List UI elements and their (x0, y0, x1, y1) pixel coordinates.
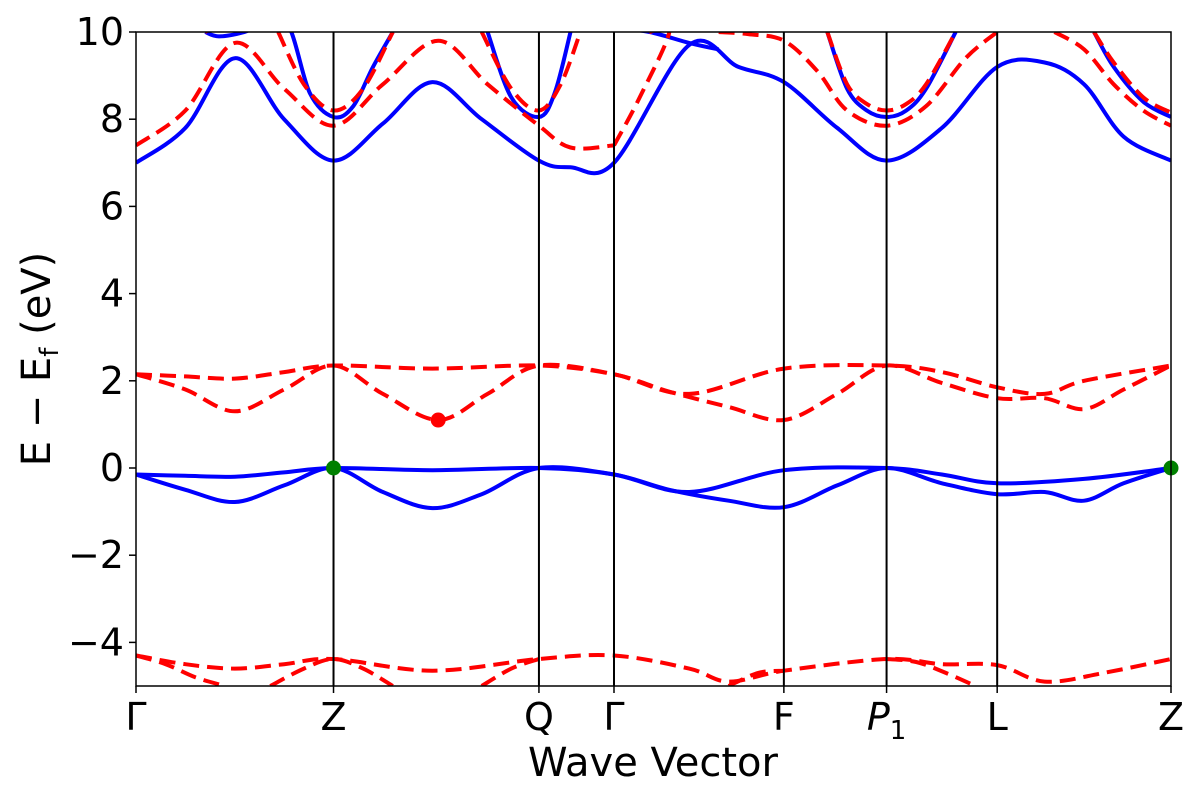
x-tick-label: Γ (125, 695, 146, 739)
x-axis-ticks: Γ Z Q Γ F P1 L Z (125, 686, 1184, 746)
x-tick-label: P1 (867, 695, 906, 746)
y-axis-ticks: −4 −2 0 2 4 6 8 10 (68, 10, 136, 664)
spin-up-band-line (1092, 32, 1171, 119)
band-edge-markers (326, 412, 1179, 476)
spin-down-band-line (205, 32, 245, 34)
spin-down-band-line (136, 38, 615, 151)
plot-frame (135, 31, 1172, 687)
spin-down-band-line (612, 32, 672, 147)
spin-down-band-line (136, 362, 1171, 423)
y-tick-label: 8 (100, 97, 124, 141)
x-tick-label: L (987, 695, 1008, 739)
y-axis-title-main: E − E (14, 357, 60, 467)
spin-up-band-line (136, 38, 1171, 176)
y-tick-label: −2 (68, 533, 124, 577)
spin-down-band-line (136, 363, 1171, 397)
y-tick-label: 6 (100, 184, 124, 228)
y-axis-title-unit: (eV) (14, 252, 60, 348)
vbm-marker (326, 460, 342, 476)
spin-down-band-line (136, 653, 226, 686)
y-axis-title: E − Ef (eV) (14, 252, 65, 467)
x-tick-label: Z (1158, 695, 1184, 739)
spin-up-band-line (136, 465, 1171, 511)
x-tick-label: Γ (603, 695, 624, 739)
spin-down-band-line (479, 32, 583, 113)
y-tick-label: 0 (100, 446, 124, 490)
band-lines (136, 32, 1171, 686)
x-tick-label: F (773, 695, 795, 739)
spin-down-band-line (718, 32, 999, 128)
y-axis-title-subscript: f (35, 347, 65, 357)
spin-down-band-line (136, 652, 1171, 684)
spin-down-band-line (886, 657, 977, 686)
spin-down-band-line (480, 657, 540, 686)
spin-up-band-line (636, 32, 720, 52)
y-tick-label: 2 (100, 359, 124, 403)
spin-up-band-line (825, 32, 958, 119)
spin-up-band-line (136, 465, 1171, 495)
cbm-marker (430, 412, 446, 428)
y-tick-label: −4 (68, 620, 124, 664)
spin-down-band-line (1053, 32, 1171, 128)
x-axis-title: Wave Vector (528, 740, 779, 786)
y-tick-label: 10 (76, 10, 124, 54)
x-tick-label: Q (524, 695, 554, 739)
high-symmetry-lines (332, 32, 999, 686)
spin-down-band-line (269, 657, 394, 686)
spin-down-band-line (1092, 32, 1171, 115)
x-tick-label: Z (320, 695, 346, 739)
y-tick-label: 4 (100, 272, 124, 316)
spin-down-band-line (727, 668, 785, 686)
spin-up-band-line (485, 32, 573, 120)
